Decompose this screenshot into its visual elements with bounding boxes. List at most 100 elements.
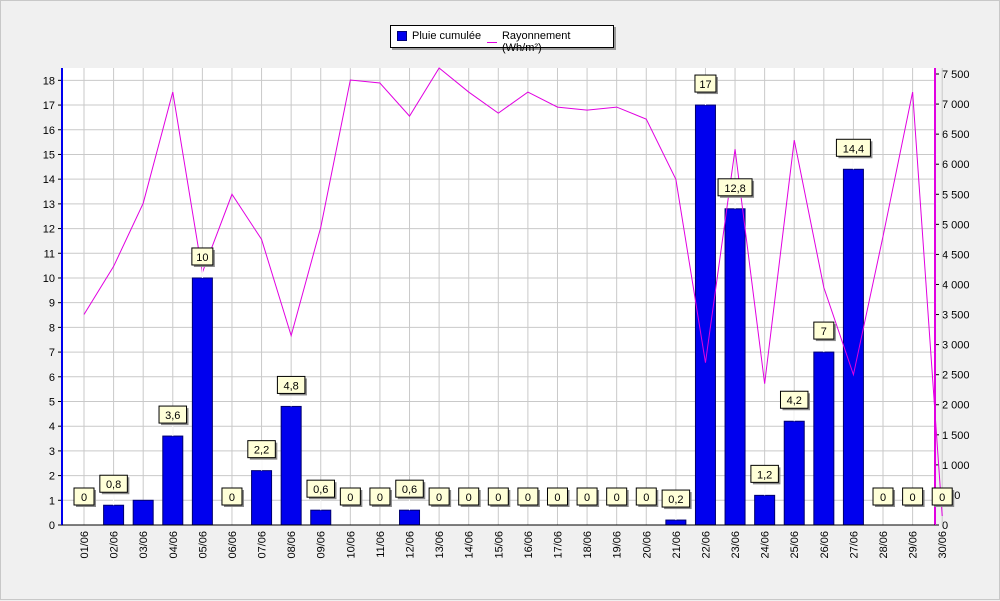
y-right-tick-label: 2 500: [942, 370, 970, 382]
data-label-box: [779, 390, 809, 409]
data-label: 0: [939, 492, 945, 504]
x-tick-label: 18/06: [582, 531, 594, 559]
x-tick-label: 02/06: [109, 531, 121, 559]
bar: [665, 519, 687, 526]
data-label-box: [750, 464, 779, 483]
y-left-tick-label: 12: [43, 224, 55, 236]
data-label: 0: [436, 492, 442, 504]
data-label: 7: [821, 326, 827, 338]
x-tick-label: 11/06: [375, 531, 387, 558]
y-left-tick-label: 11: [44, 248, 55, 260]
data-label-box: [73, 487, 95, 506]
legend-line-swatch: [487, 41, 497, 43]
data-label: 0: [643, 492, 649, 504]
data-label: 0: [377, 492, 383, 504]
y-left-tick-label: 1: [49, 495, 55, 507]
y-right-tick-label: 6 500: [942, 129, 970, 141]
y-left-tick-label: 18: [43, 75, 55, 87]
bar: [842, 168, 864, 526]
legend-item-bar: Pluie cumulée: [397, 30, 481, 42]
data-label-box: [191, 247, 214, 266]
bar: [132, 499, 154, 526]
data-label: 0: [466, 492, 472, 504]
y-left-tick-label: 4: [49, 421, 55, 433]
legend-label-line: Rayonnement (Wh/m²): [501, 30, 571, 54]
x-tick-label: 29/06: [908, 531, 920, 559]
data-label: 0: [229, 492, 235, 504]
y-left-tick-label: 7: [49, 347, 55, 359]
data-label-box: [339, 487, 361, 506]
x-tick-label: 01/06: [79, 531, 91, 559]
y-right-tick-label: 6 000: [942, 159, 970, 171]
data-label-box: [546, 487, 568, 506]
data-label-box: [902, 487, 924, 506]
y-right-tick-label: 5 000: [942, 219, 970, 231]
bar: [783, 420, 805, 526]
y-left-tick-label: 16: [43, 125, 55, 137]
x-tick-label: 17/06: [552, 531, 564, 559]
data-label-box: [99, 474, 128, 493]
data-label-box: [872, 487, 894, 506]
legend-item-line: Rayonnement (Wh/m²): [487, 30, 613, 54]
x-tick-label: 20/06: [641, 531, 653, 559]
bar: [191, 277, 213, 526]
y-right-tick-label: 4 000: [942, 279, 970, 291]
x-tick-label: 14/06: [464, 531, 476, 559]
data-label-box: [369, 487, 391, 506]
y-left-tick-label: 15: [43, 149, 55, 161]
x-tick-label: 13/06: [434, 531, 446, 559]
bar: [813, 351, 835, 526]
bar: [103, 504, 125, 526]
x-tick-label: 25/06: [789, 531, 801, 559]
data-label-box: [835, 138, 871, 157]
data-label: 0: [880, 492, 886, 504]
data-label-box: [931, 487, 953, 506]
x-tick-label: 22/06: [700, 531, 712, 559]
x-tick-label: 19/06: [612, 531, 624, 559]
data-label-box: [635, 487, 657, 506]
x-tick-label: 04/06: [168, 531, 180, 559]
x-tick-label: 15/06: [493, 531, 505, 559]
x-tick-label: 10/06: [345, 531, 357, 559]
data-label: 0,6: [402, 484, 417, 496]
x-tick-label: 12/06: [405, 531, 417, 559]
y-right-tick-label: 3 500: [942, 310, 970, 322]
x-tick-label: 26/06: [819, 531, 831, 559]
bar: [310, 509, 332, 526]
y-left-tick-label: 0: [49, 520, 55, 532]
data-label: 2,2: [254, 445, 269, 457]
y-left-tick-label: 14: [43, 174, 55, 186]
x-tick-label: 08/06: [286, 531, 298, 559]
data-label-box: [276, 375, 306, 394]
data-label: 1,2: [757, 469, 772, 481]
data-label-box: [247, 440, 276, 459]
data-label: 10: [196, 252, 208, 264]
data-label-box: [458, 487, 480, 506]
data-label: 17: [699, 79, 711, 91]
y-left-tick-label: 6: [49, 372, 55, 384]
line-series-rayonnement: [83, 67, 943, 517]
data-label-box: [606, 487, 628, 506]
x-tick-label: 07/06: [257, 531, 269, 559]
data-label-box: [576, 487, 598, 506]
x-tick-label: 03/06: [138, 531, 150, 559]
data-label-box: [717, 178, 753, 197]
data-label: 0,8: [106, 479, 121, 491]
bar: [162, 435, 184, 526]
y-left-tick-label: 9: [49, 298, 55, 310]
y-right-tick-label: 0: [942, 520, 948, 532]
y-right-tick-label: 1 500: [942, 430, 970, 442]
y-right-tick-label: 7 000: [942, 99, 970, 111]
data-label-box: [306, 479, 335, 498]
bar: [251, 470, 273, 526]
legend: Pluie cumulée Rayonnement (Wh/m²): [390, 25, 614, 54]
y-left-tick-label: 3: [49, 446, 55, 458]
data-label-box: [694, 74, 717, 93]
data-label-box: [487, 487, 509, 506]
y-left-tick-label: 5: [49, 396, 55, 408]
y-right-tick-label: 1 000: [942, 460, 970, 472]
data-label: 14,4: [843, 143, 864, 155]
x-tick-label: 05/06: [197, 531, 209, 559]
bar: [754, 494, 776, 526]
data-label-box: [395, 479, 424, 498]
